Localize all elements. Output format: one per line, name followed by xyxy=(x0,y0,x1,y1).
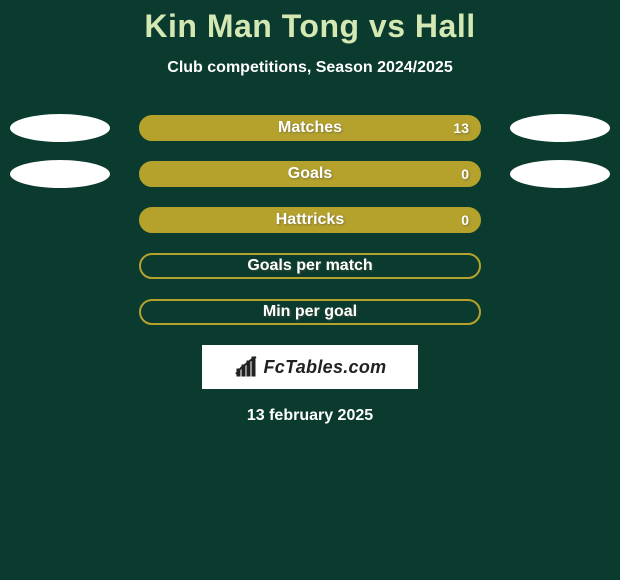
stat-row: Matches13 xyxy=(0,115,620,141)
stat-bar: Matches13 xyxy=(139,115,481,141)
stat-bar-bg xyxy=(139,253,481,279)
stat-bar: Goals0 xyxy=(139,161,481,187)
logo-box: FcTables.com xyxy=(202,345,418,389)
stat-row: Goals0 xyxy=(0,161,620,187)
player-left-marker xyxy=(10,160,110,188)
stat-bar-bg xyxy=(139,207,481,233)
logo-icon xyxy=(234,355,258,379)
stat-row: Hattricks0 xyxy=(0,207,620,233)
stat-bar: Goals per match xyxy=(139,253,481,279)
stat-bar-bg xyxy=(139,115,481,141)
stat-row: Goals per match xyxy=(0,253,620,279)
stat-bar-bg xyxy=(139,299,481,325)
stat-bar: Min per goal xyxy=(139,299,481,325)
stats-card: Kin Man Tong vs Hall Club competitions, … xyxy=(0,0,620,580)
page-title: Kin Man Tong vs Hall xyxy=(0,8,620,45)
date-text: 13 february 2025 xyxy=(0,407,620,425)
player-left-marker xyxy=(10,114,110,142)
comparison-chart: Matches13 Goals0 Hattricks0 Goals per match… xyxy=(0,115,620,325)
logo-text: FcTables.com xyxy=(264,357,387,378)
player-right-marker xyxy=(510,114,610,142)
subtitle: Club competitions, Season 2024/2025 xyxy=(0,59,620,77)
stat-bar-bg xyxy=(139,161,481,187)
stat-row: Min per goal xyxy=(0,299,620,325)
player-right-marker xyxy=(510,160,610,188)
stat-bar: Hattricks0 xyxy=(139,207,481,233)
